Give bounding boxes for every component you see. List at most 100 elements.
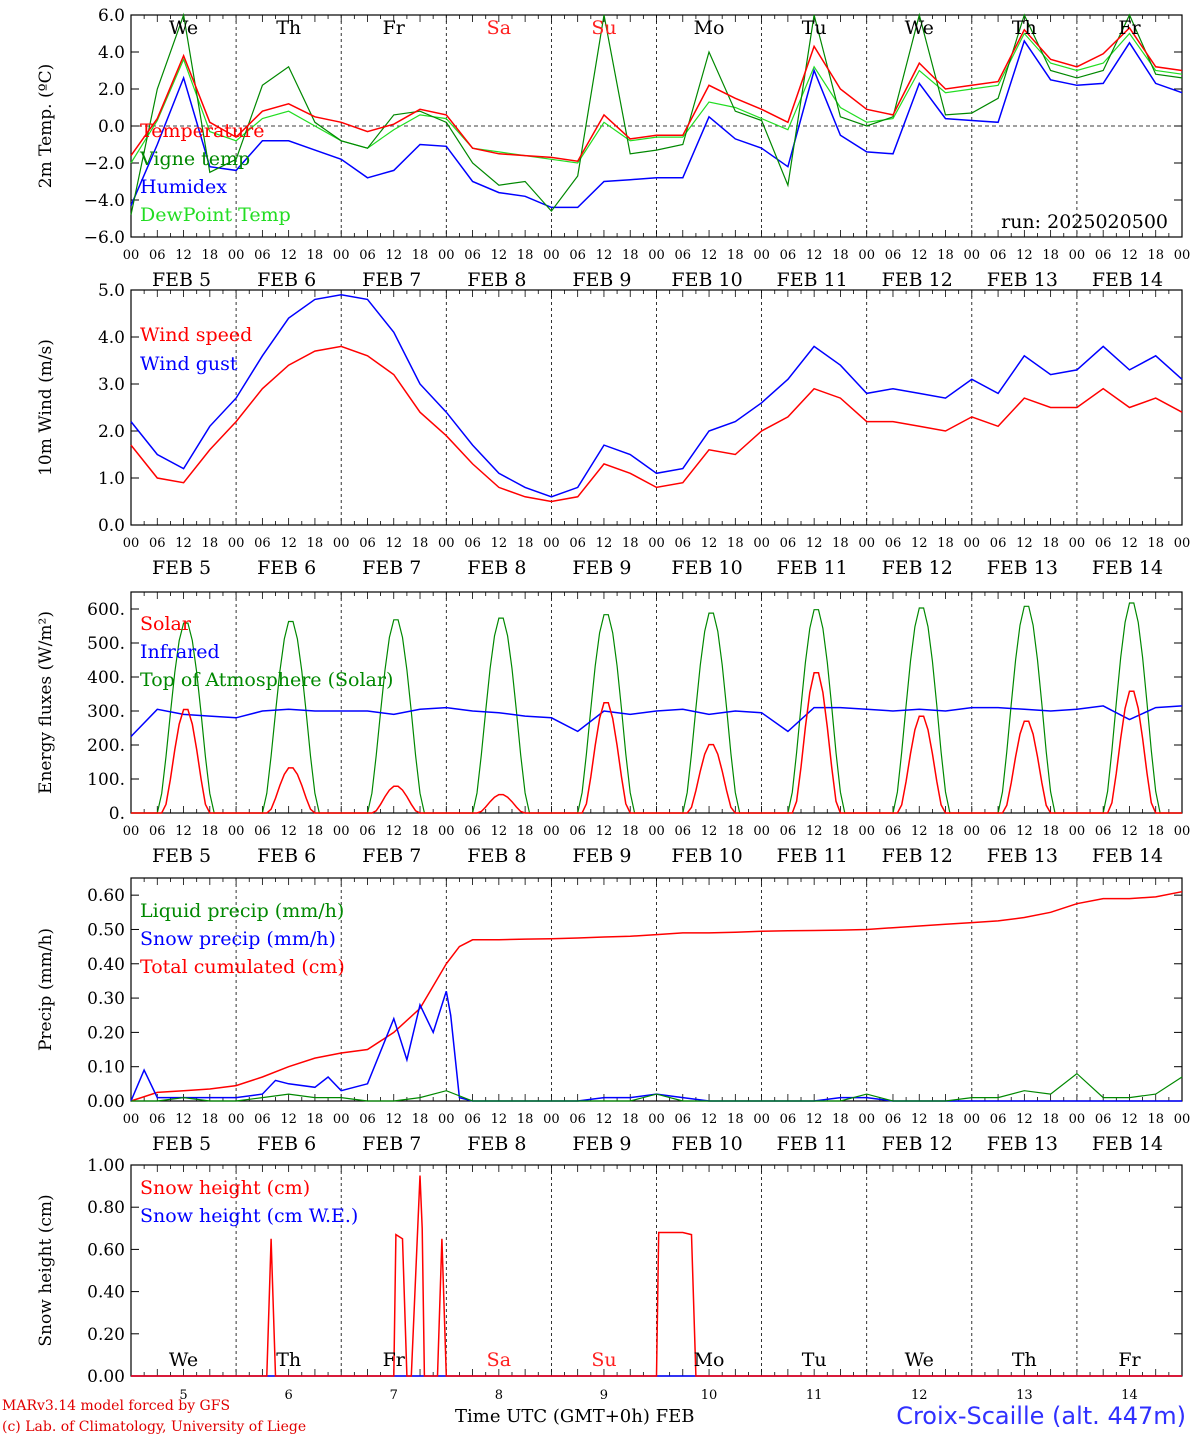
energy-legend-infrared: Infrared [140,641,220,663]
hour-tick-label: 00 [1069,536,1086,551]
hour-tick-label: 12 [280,824,297,839]
hour-tick-label: 00 [1069,1112,1086,1127]
hour-tick-label: 00 [123,824,140,839]
hour-tick-label: 18 [412,824,429,839]
hour-tick-label: 12 [806,248,823,263]
run-label: run: 2025020500 [1001,211,1168,233]
hour-tick-label: 00 [438,248,455,263]
hour-tick-label: 18 [937,536,954,551]
temp-legend-vigne-temp: Vigne temp [139,148,250,170]
snow-ytick-label: 0.00 [87,1367,125,1387]
hour-tick-label: 06 [569,248,586,263]
weekday-label: Mo [694,1349,725,1371]
hour-tick-label: 06 [675,824,692,839]
temp-ytick-label: −6.0 [84,228,125,248]
hour-tick-label: 18 [1042,1112,1059,1127]
temp-series-dewpoint-temp [130,32,1183,164]
hour-tick-label: 18 [1147,248,1164,263]
date-label: FEB 10 [671,557,742,579]
temp-series-humidex [130,39,1183,209]
hour-tick-label: 00 [543,1112,560,1127]
weekday-label: Fr [383,17,406,39]
snow-ytick-label: 0.60 [87,1240,125,1260]
temp-series-vigne-temp [130,12,1183,215]
wind-ylabel: 10m Wind (m/s) [36,339,56,476]
hour-tick-label: 00 [753,536,770,551]
hour-tick-label: 06 [464,248,481,263]
date-label: FEB 7 [362,557,421,579]
weekday-label: Tu [802,17,827,39]
station-name: Croix-Scaille (alt. 447m) [896,1402,1186,1430]
date-label: FEB 14 [1092,557,1163,579]
wind-legend-wind-speed: Wind speed [140,324,252,346]
hour-tick-label: 12 [280,536,297,551]
hour-tick-label: 06 [885,824,902,839]
hour-tick-label: 00 [964,248,981,263]
hour-tick-label: 00 [753,248,770,263]
hour-tick-label: 18 [1147,1112,1164,1127]
hour-tick-label: 06 [990,824,1007,839]
hour-tick-label: 12 [596,536,613,551]
hour-tick-label: 06 [464,824,481,839]
hour-tick-label: 18 [517,536,534,551]
hour-tick-label: 12 [491,1112,508,1127]
wind-series-wind-speed [130,345,1183,503]
hour-tick-label: 18 [622,536,639,551]
hour-tick-label: 18 [1042,248,1059,263]
hour-tick-label: 06 [1095,536,1112,551]
temp-ytick-label: 6.0 [98,6,125,26]
hour-tick-label: 06 [359,824,376,839]
snow-panel: Snow height (cm) [36,1164,1183,1377]
hour-tick-label: 06 [464,1112,481,1127]
hour-tick-label: 12 [1016,536,1033,551]
temp-ytick-label: 4.0 [98,43,125,63]
hour-tick-label: 06 [359,1112,376,1127]
hour-tick-label: 18 [832,1112,849,1127]
snow-legend-snow-height-cm-w-e-: Snow height (cm W.E.) [140,1205,358,1227]
hour-tick-label: 00 [1174,536,1191,551]
weekday-label: Th [276,1349,301,1371]
day-number-label: 10 [701,1388,718,1403]
hour-tick-label: 12 [1121,248,1138,263]
hour-tick-label: 06 [1095,248,1112,263]
day-number-label: 8 [495,1388,503,1403]
date-label: FEB 9 [572,269,631,291]
hour-tick-label: 18 [202,824,219,839]
energy-ylabel: Energy fluxes (W/m²) [36,611,56,794]
copyright-credit: (c) Lab. of Climatology, University of L… [2,1419,307,1435]
hour-tick-label: 18 [202,1112,219,1127]
hour-tick-label: 18 [1147,824,1164,839]
precip-ytick-label: 0.10 [87,1058,125,1078]
hour-tick-label: 12 [806,824,823,839]
wind-ytick-label: 4.0 [98,328,125,348]
wind-legend-wind-gust: Wind gust [140,353,238,375]
hour-tick-label: 12 [385,824,402,839]
hour-tick-label: 06 [149,248,166,263]
hour-tick-label: 06 [780,248,797,263]
energy-ytick-label: 300. [87,702,125,722]
precip-series-total-cumulated-cm- [130,890,1183,1102]
date-label: FEB 7 [362,269,421,291]
hour-tick-label: 12 [806,536,823,551]
date-label: FEB 10 [671,1133,742,1155]
date-label: FEB 10 [671,845,742,867]
hour-tick-label: 00 [543,248,560,263]
hour-tick-label: 18 [412,1112,429,1127]
snow-series-snow-height-cm- [131,1175,1182,1377]
weekday-label: We [169,1349,198,1371]
hour-tick-label: 18 [307,824,324,839]
hour-tick-label: 06 [149,1112,166,1127]
hour-tick-label: 00 [228,1112,245,1127]
hour-tick-label: 18 [727,248,744,263]
hour-tick-label: 00 [964,824,981,839]
precip-series-liquid-precip-mm-h- [131,1072,1183,1102]
hour-tick-label: 00 [858,248,875,263]
date-label: FEB 11 [777,845,848,867]
hour-tick-label: 06 [254,824,271,839]
hour-tick-label: 00 [543,824,560,839]
day-number-label: 11 [806,1388,823,1403]
hour-tick-label: 00 [648,824,665,839]
date-label: FEB 8 [467,1133,526,1155]
wind-ytick-label: 2.0 [98,422,125,442]
date-label: FEB 13 [987,557,1058,579]
